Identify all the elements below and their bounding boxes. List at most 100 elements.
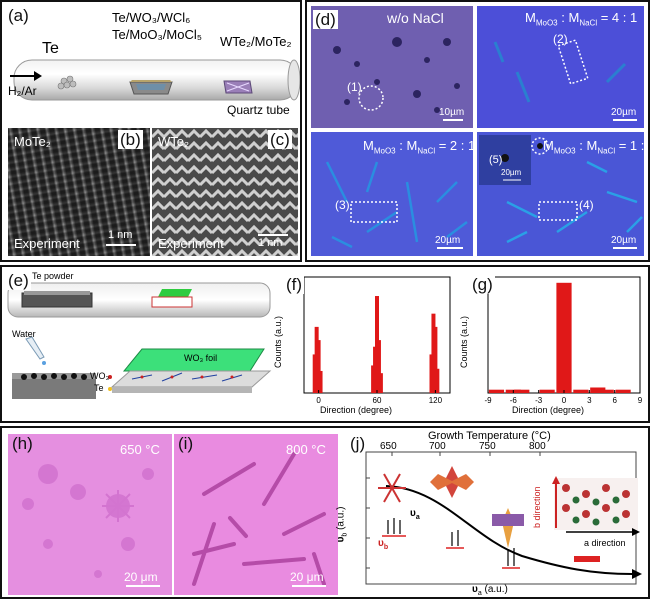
panel-j-tick-750: 750 — [479, 441, 496, 452]
panel-b-image: MoTe₂ Experiment 1 nm — [8, 128, 150, 256]
vb-symbol: υ — [378, 538, 384, 549]
bar — [539, 389, 555, 393]
legend-te: Te — [94, 383, 104, 393]
shape-800 — [574, 556, 600, 562]
precursor-label-1: Te/WO₃/WCl₆ — [112, 10, 191, 25]
panel-c-label: (c) — [268, 130, 292, 149]
q1-marker: (1) — [347, 80, 362, 94]
panel-j-tick-700: 700 — [429, 441, 446, 452]
panel-h-image: 650 °C 20 μm — [8, 434, 172, 595]
q3-sub-right: NaCl — [417, 146, 436, 156]
panel-j-label: (j) — [350, 434, 366, 453]
panel-d-box: (d) w/o NaCl (1) 10µm MMoO3 : MNaCl = 4 … — [305, 0, 650, 262]
q3-m-left: M — [363, 138, 374, 153]
q2-title: MMoO3 : MNaCl = 4 : 1 — [525, 10, 637, 28]
panel-c-material: WTe₂ — [158, 134, 190, 149]
panel-j-xlabel-sub: a — [477, 590, 482, 597]
panel-g-xlabel: Direction (degree) — [512, 405, 585, 415]
q4-scale: 20µm — [611, 235, 637, 246]
x-tick-label: 0 — [316, 396, 321, 405]
q3-ratio: = 2 : 1 — [435, 138, 476, 153]
shape-650 — [378, 473, 406, 503]
panel-j-tick-650: 650 — [380, 441, 397, 452]
panel-j-va-label: υa — [410, 508, 420, 521]
panel-j-top-axis-title: Growth Temperature (°C) — [428, 430, 551, 442]
panel-a-box: (a) Te Te/WO₃/WCl₆ Te/MoO₃/MoCl₅ WTe₂/Mo — [0, 0, 302, 262]
q3-sub-left: MoO3 — [373, 146, 396, 156]
bar — [598, 389, 614, 393]
substrate-e — [151, 296, 193, 308]
q4-sub-right: NaCl — [597, 146, 616, 156]
pipette — [25, 336, 45, 360]
bar — [376, 340, 381, 393]
quartz-tube-illustration — [10, 59, 300, 101]
panel-a-label: (a) — [6, 6, 31, 25]
gas-label: H₂/Ar — [8, 84, 37, 98]
q4-ratio: = 1 : 2 — [618, 138, 648, 153]
q4-marker-a: (4) — [579, 198, 594, 212]
q2-ratio: = 4 : 1 — [597, 10, 638, 25]
trend-curve — [385, 485, 633, 575]
panel-b-scale: 1 nm — [108, 229, 133, 241]
q3-marker: (3) — [335, 198, 350, 212]
panel-b-material: MoTe₂ — [14, 134, 51, 149]
wo3-foil-label: WO₃ foil — [184, 353, 218, 363]
panel-j-ylabel: υb (a.u.) — [335, 507, 348, 543]
te-powder-label: Te powder — [32, 271, 74, 281]
te-source — [57, 75, 77, 90]
panel-c-scale: 1 nm — [258, 237, 283, 249]
panel-j-b-direction: b direction — [532, 486, 542, 528]
panel-i-temp: 800 °C — [286, 442, 326, 457]
panel-f-label: (f) — [284, 275, 305, 294]
panel-d-label: (d) — [313, 10, 338, 29]
q4-sub-left: MoO3 — [553, 146, 576, 156]
panel-i-scale: 20 μm — [290, 570, 324, 584]
bar — [615, 389, 631, 393]
bar — [318, 370, 323, 393]
x-tick-label: -9 — [484, 396, 492, 405]
q1-scale: 10µm — [439, 107, 465, 118]
shape-700 — [430, 466, 474, 498]
panel-g-label: (g) — [470, 275, 495, 294]
quartz-tube-label: Quartz tube — [227, 103, 290, 117]
panel-j-ylabel-main: υ — [335, 536, 347, 543]
panel-j-xlabel: υa (a.u.) — [472, 584, 508, 597]
te-bath — [12, 377, 96, 399]
panel-i-label: (i) — [178, 434, 194, 453]
q4-marker-b: (5) — [489, 154, 503, 166]
panel-j-a-direction: a direction — [584, 538, 626, 548]
q4-m-left: M — [543, 138, 554, 153]
q3-mid: : M — [395, 138, 418, 153]
bar — [573, 389, 589, 393]
panel-c-tag: Experiment — [158, 236, 224, 251]
bar — [378, 373, 383, 393]
q3-title: MMoO3 : MNaCl = 2 : 1 — [363, 138, 475, 156]
panel-efg-box: (e) Te powder Water WO₃ foil WO₃ Te 0 60 1… — [0, 265, 650, 423]
panel-h-label: (h) — [12, 434, 33, 453]
q3-scale: 20µm — [435, 235, 461, 246]
te-powder-boat — [21, 292, 93, 308]
bar — [316, 340, 321, 393]
x-tick-label: 0 — [562, 396, 567, 405]
x-tick-label: -6 — [510, 396, 518, 405]
q1-title: w/o NaCl — [387, 10, 444, 26]
x-tick-label: 9 — [638, 396, 643, 405]
q4-title: MMoO3 : MNaCl = 1 : 2 — [543, 138, 648, 156]
panel-b-label: (b) — [118, 130, 143, 149]
shape-750 — [492, 508, 524, 548]
q2-sub-left: MoO3 — [535, 18, 558, 28]
water-label: Water — [12, 329, 36, 339]
bar — [514, 389, 530, 393]
x-tick-label: 120 — [429, 396, 443, 405]
panel-i-image: 800 °C 20 μm — [174, 434, 338, 595]
panel-b-scalebar — [106, 244, 136, 246]
q1-domains — [333, 37, 460, 113]
bar — [590, 387, 606, 393]
panel-f-xlabel: Direction (degree) — [320, 405, 393, 415]
panel-f-ylabel: Counts (a.u.) — [273, 315, 284, 369]
panel-h-scale: 20 μm — [124, 570, 158, 584]
legend-wo3: WO₃ — [90, 371, 110, 381]
q2-scale: 20µm — [611, 107, 637, 118]
bar — [435, 368, 440, 393]
q4-mid: : M — [575, 138, 598, 153]
